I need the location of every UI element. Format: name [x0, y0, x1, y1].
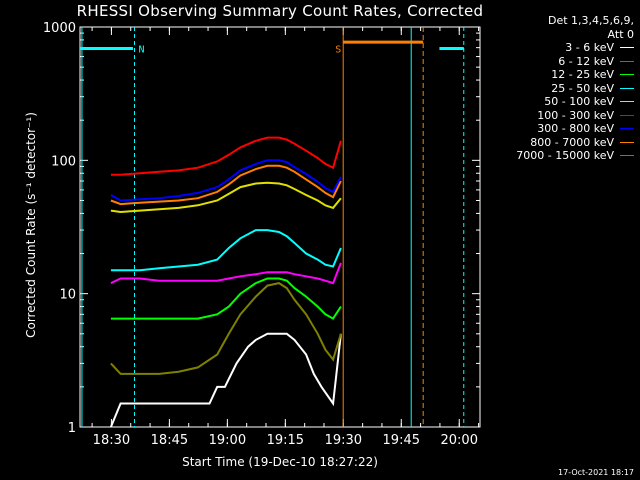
x-tick-label: 20:00: [441, 433, 478, 448]
legend-swatch: [620, 101, 634, 103]
legend-item: 50 - 100 keV: [516, 95, 634, 109]
y-tick-label: 10: [59, 288, 76, 303]
legend-swatch: [620, 141, 634, 143]
legend-header-detectors: Det 1,3,4,5,6,9,: [547, 14, 634, 27]
legend-item-label: 100 - 300 keV: [537, 108, 614, 122]
y-tick-label: 100: [51, 154, 76, 169]
x-tick-label: 18:45: [151, 433, 188, 448]
series-line: [110, 277, 342, 320]
legend-item-label: 3 - 6 keV: [565, 41, 614, 54]
series-line: [110, 136, 342, 176]
legend-item: 3 - 6 keV: [516, 41, 634, 55]
legend-item: 100 - 300 keV: [516, 109, 634, 123]
legend-item: 800 - 7000 keV: [516, 136, 634, 150]
legend-item: 7000 - 15000 keV: [516, 149, 634, 163]
legend-item-label: 12 - 25 keV: [551, 68, 614, 81]
legend-rows: 3 - 6 keV 6 - 12 keV 12 - 25 keV 25 - 50 ke…: [516, 41, 634, 163]
legend-swatch: [620, 87, 634, 89]
series-line: [110, 181, 342, 214]
x-axis-label: Start Time (19-Dec-10 18:27:22): [182, 455, 378, 469]
series-line: [110, 159, 342, 202]
legend-item-label: 6 - 12 keV: [558, 54, 614, 68]
annotation-label-n: N: [138, 44, 144, 55]
legend-swatch: [620, 74, 634, 76]
legend-swatch: [620, 155, 634, 157]
legend-item-label: 50 - 100 keV: [544, 95, 614, 108]
legend-item-label: 7000 - 15000 keV: [516, 149, 614, 162]
legend-item-label: 800 - 7000 keV: [530, 135, 614, 149]
x-tick-label: 18:30: [93, 433, 130, 448]
series-line: [110, 282, 342, 375]
y-tick-label: 1000: [43, 21, 76, 36]
chart-title: RHESSI Observing Summary Count Rates, Co…: [76, 2, 484, 20]
series-line: [110, 262, 342, 285]
legend-item: 300 - 800 keV: [516, 122, 634, 136]
legend-item-label: 25 - 50 keV: [551, 81, 614, 95]
legend-item: 12 - 25 keV: [516, 68, 634, 82]
x-tick-label: 19:45: [383, 433, 420, 448]
legend-header: Det 1,3,4,5,6,9, Att 0: [516, 14, 634, 41]
annotation-label-s: S: [335, 44, 341, 55]
y-axis-label: Corrected Count Rate (s⁻¹ detector⁻¹): [24, 112, 38, 338]
x-tick-label: 19:00: [209, 433, 246, 448]
x-tick-label: 19:15: [267, 433, 304, 448]
legend-item: 6 - 12 keV: [516, 55, 634, 69]
legend-swatch: [620, 60, 634, 62]
legend-swatch: [620, 114, 634, 116]
y-tick-label: 1: [68, 421, 76, 436]
legend-item: 25 - 50 keV: [516, 82, 634, 96]
legend-item-label: 300 - 800 keV: [537, 122, 614, 135]
legend-swatch: [620, 128, 634, 130]
footer-timestamp: 17-Oct-2021 18:17: [558, 468, 634, 477]
series-line: [109, 332, 342, 428]
plot-frame: [79, 26, 481, 428]
series-line: [110, 229, 342, 272]
series-line: [110, 164, 342, 206]
legend-swatch: [620, 47, 634, 49]
x-tick-label: 19:30: [325, 433, 362, 448]
legend: Det 1,3,4,5,6,9, Att 0 3 - 6 keV 6 - 12 k…: [516, 14, 634, 163]
legend-header-attenuator: Att 0: [607, 27, 634, 41]
